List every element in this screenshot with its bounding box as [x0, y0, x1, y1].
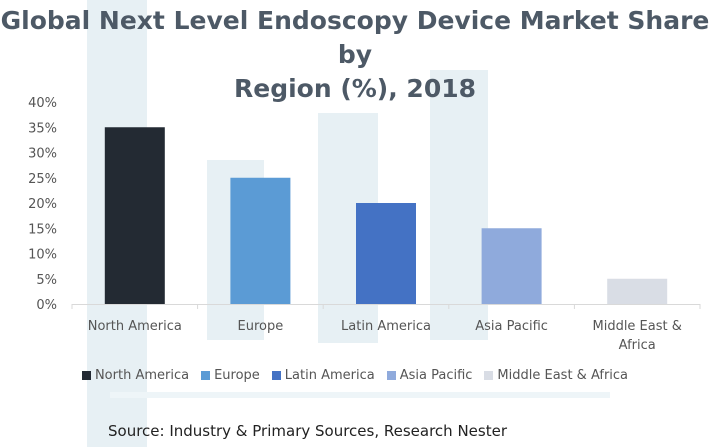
- bar-europe: [230, 177, 291, 304]
- y-tick-label: 25%: [28, 172, 57, 187]
- legend-swatch: [201, 371, 211, 380]
- title-line: Global Next Level Endoscopy Device Marke…: [0, 6, 710, 69]
- legend-swatch: [386, 371, 396, 380]
- legend-label: Latin America: [284, 368, 375, 383]
- x-category-label: Europe: [238, 319, 284, 334]
- x-category-label: North America: [88, 319, 182, 334]
- bar-north-america: [104, 127, 165, 304]
- legend-label: Middle East & Africa: [497, 368, 629, 383]
- x-category-label: Africa: [619, 338, 656, 353]
- x-category-label: Asia Pacific: [475, 319, 548, 334]
- watermark-shape: [430, 70, 488, 340]
- y-tick-label: 10%: [28, 248, 57, 263]
- y-tick-label: 15%: [28, 222, 57, 237]
- y-tick-label: 30%: [28, 147, 57, 162]
- source-note: Source: Industry & Primary Sources, Rese…: [108, 422, 507, 440]
- legend-item: Asia Pacific: [386, 368, 473, 383]
- legend-item: Middle East & Africa: [484, 368, 628, 383]
- y-tick-label: 40%: [28, 96, 57, 111]
- legend-item: Latin America: [271, 368, 375, 383]
- bar-latin-america: [356, 203, 416, 304]
- title-line: Region (%), 2018: [233, 74, 477, 103]
- y-tick-label: 5%: [36, 273, 57, 288]
- y-tick-label: 35%: [28, 121, 57, 136]
- bar-asia-pacific: [481, 228, 542, 304]
- watermark-band: [110, 392, 610, 398]
- legend: North America Europe Latin America Asia Pac…: [0, 368, 710, 383]
- legend-swatch: [271, 371, 281, 380]
- legend-item: North America: [81, 368, 190, 383]
- bar-middle-east-africa: [607, 278, 668, 304]
- legend-swatch: [81, 371, 91, 380]
- y-tick-label: 20%: [28, 197, 57, 212]
- x-category-label: Middle East &: [592, 319, 681, 334]
- y-tick-label: 0%: [36, 298, 57, 313]
- legend-swatch: [484, 371, 494, 380]
- legend-label: North America: [94, 368, 190, 383]
- legend-label: Europe: [214, 368, 260, 383]
- x-category-label: Latin America: [341, 319, 431, 334]
- legend-item: Europe: [201, 368, 260, 383]
- chart-title: Global Next Level Endoscopy Device Marke…: [0, 4, 710, 106]
- legend-label: Asia Pacific: [399, 368, 473, 383]
